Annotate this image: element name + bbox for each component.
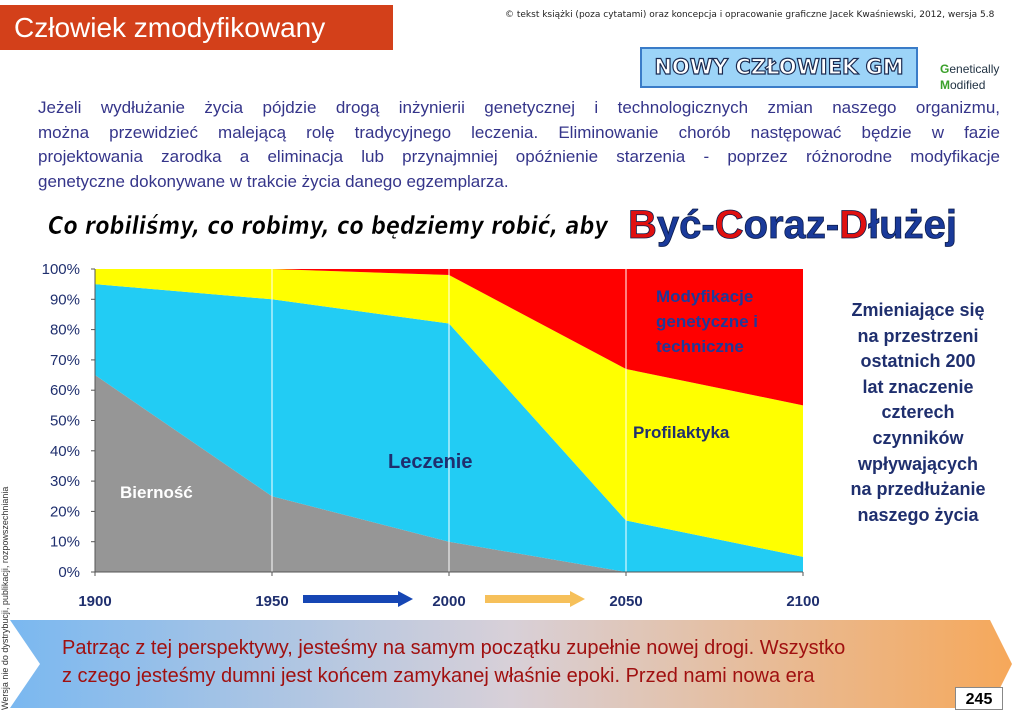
arrow [303,591,413,607]
slogan-part: B [628,203,657,247]
side-line: naszego życia [857,504,979,525]
y-tick-label: 40% [50,443,80,460]
series-label: Modyfikacje genetyczne i techniczne [656,287,759,356]
copyright: © tekst książki (poza cytatami) oraz kon… [505,10,995,20]
headline-lead: Co robiliśmy, co robimy, co będziemy rob… [48,211,609,240]
banner-line: Patrząc z tej perspektywy, jesteśmy na s… [62,637,846,659]
intro-line: genetyczne dokonywane w trakcie życia da… [38,171,509,191]
gm-line: Modified [940,78,985,92]
y-tick-label: 10% [50,534,80,551]
series-label: Bierność [120,483,193,502]
side-text: Zmieniające się na przestrzeni ostatnich 2… [818,298,1018,528]
series-label: Profilaktyka [633,423,730,442]
banner-line: z czego jesteśmy dumni jest końcem zamyk… [62,665,815,687]
x-tick-label: 2000 [432,593,465,610]
side-line: ostatnich 200 [860,351,976,372]
banner-text: Patrząc z tej perspektywy, jesteśmy na s… [62,634,845,690]
side-line: czterech [881,402,955,423]
gm-rest: enetically [949,62,1000,76]
headline-slogan: Być-Coraz-Dłużej [628,203,957,247]
slogan-part: yć- [657,203,715,247]
gm-initial: M [940,78,950,92]
badge: NOWY CZŁOWIEK GM [640,47,918,88]
y-tick-label: 50% [50,413,80,430]
y-tick-label: 100% [42,261,80,278]
gm-initial: G [940,62,950,76]
intro-line: Jeżeli wydłużanie życia pójdzie drogą in… [38,98,1000,117]
side-line: na przestrzeni [857,325,979,346]
banner-shape [10,620,1012,708]
y-tick-label: 90% [50,291,80,308]
intro-line: projektowania zarodka a eliminacja lub p… [38,147,1000,166]
y-tick-label: 0% [58,564,80,581]
series-label: Leczenie [388,451,473,473]
side-note: Wersja nie do dystrybucji, publikacji, r… [0,486,10,710]
y-tick-label: 60% [50,382,80,399]
side-line: lat znaczenie [862,376,974,397]
intro: Jeżeli wydłużanie życia pójdzie drogą in… [38,96,1000,194]
y-tick-label: 80% [50,322,80,339]
x-tick-label: 1900 [78,593,111,610]
title: Człowiek zmodyfikowany [0,5,393,50]
gm-rest: odified [950,78,986,92]
page-number: 245 [955,687,1003,710]
side-line: wpływających [857,453,979,474]
x-tick-label: 2050 [609,593,642,610]
gm-line: Genetically [940,62,999,76]
slogan-part: D [839,203,868,247]
arrow [485,591,585,607]
slogan-part: łużej [868,203,957,247]
side-line: czynników [872,427,964,448]
y-tick-label: 70% [50,352,80,369]
y-tick-label: 30% [50,473,80,490]
intro-line: można przewidzieć malejącą rolę tradycyj… [38,122,1000,142]
x-tick-label: 2100 [786,593,819,610]
slogan-part: C [715,203,744,247]
y-tick-label: 20% [50,503,80,520]
side-line: na przedłużanie [850,479,986,500]
side-line: Zmieniające się [851,300,985,320]
slogan-part: oraz- [744,203,840,247]
x-tick-label: 1950 [255,593,288,610]
